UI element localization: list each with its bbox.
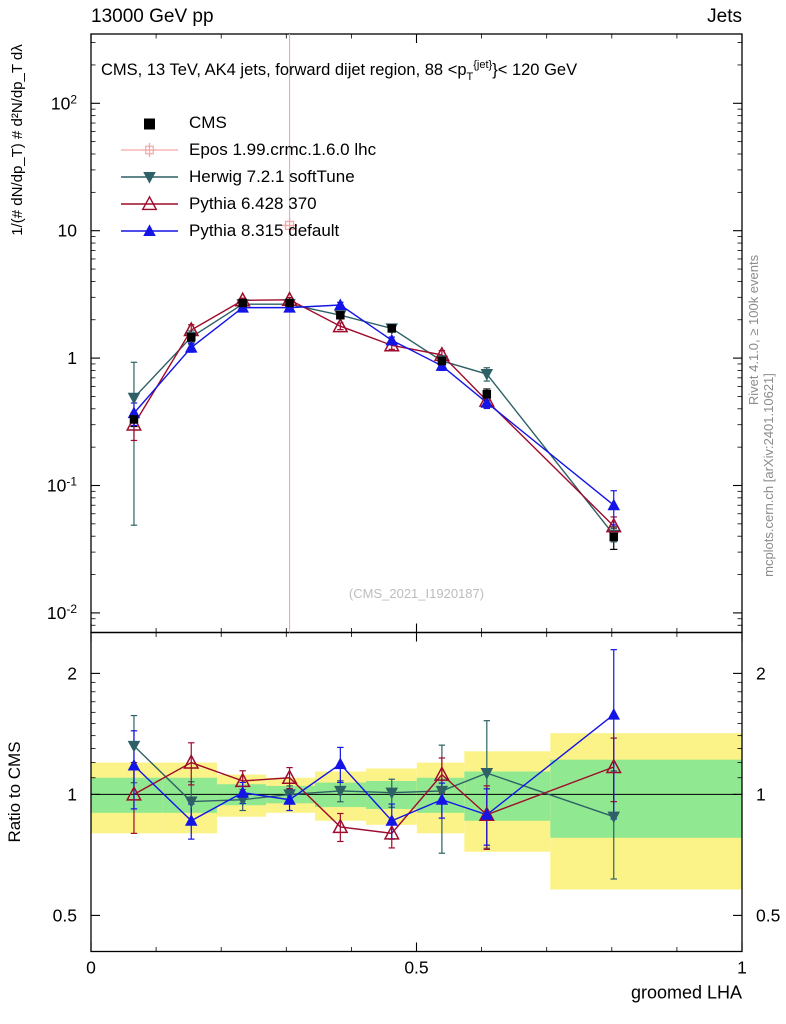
- svg-text:0.5: 0.5: [404, 958, 428, 978]
- svg-text:0.5: 0.5: [756, 905, 780, 925]
- svg-text:1: 1: [67, 784, 77, 804]
- svg-text:Ratio to CMS: Ratio to CMS: [5, 741, 24, 842]
- svg-text:(CMS_2021_I1920187): (CMS_2021_I1920187): [349, 586, 484, 601]
- svg-text:13000 GeV pp: 13000 GeV pp: [91, 6, 214, 27]
- svg-text:10: 10: [58, 221, 78, 241]
- svg-text:1/(# dN/dp_T) # d²N/dp_T dλ: 1/(# dN/dp_T) # d²N/dp_T dλ: [9, 44, 26, 236]
- svg-text:Pythia 8.315 default: Pythia 8.315 default: [189, 221, 340, 240]
- svg-text:2: 2: [756, 663, 766, 683]
- svg-text:Herwig 7.2.1 softTune: Herwig 7.2.1 softTune: [189, 167, 355, 186]
- svg-text:0.5: 0.5: [53, 905, 77, 925]
- svg-text:CMS: CMS: [189, 113, 227, 132]
- svg-text:1: 1: [737, 958, 747, 978]
- svg-text:groomed LHA: groomed LHA: [631, 983, 742, 1003]
- svg-text:Jets: Jets: [707, 6, 742, 27]
- svg-text:0: 0: [86, 958, 96, 978]
- svg-text:2: 2: [67, 663, 77, 683]
- svg-text:Rivet 4.1.0, ≥ 100k events: Rivet 4.1.0, ≥ 100k events: [746, 254, 761, 405]
- svg-text:mcplots.cern.ch [arXiv:2401.10: mcplots.cern.ch [arXiv:2401.10621]: [761, 373, 776, 577]
- svg-text:Pythia 6.428 370: Pythia 6.428 370: [189, 194, 317, 213]
- svg-text:Epos 1.99.crmc.1.6.0 lhc: Epos 1.99.crmc.1.6.0 lhc: [189, 140, 377, 159]
- svg-text:1: 1: [67, 348, 77, 368]
- svg-text:1: 1: [756, 784, 766, 804]
